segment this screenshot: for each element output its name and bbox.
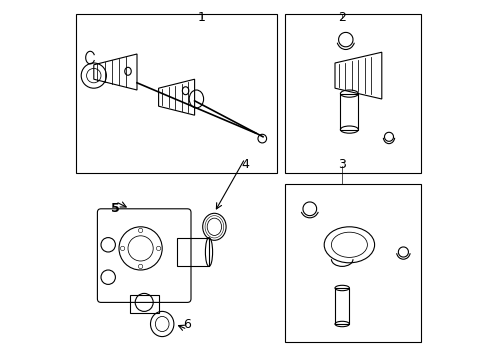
Text: 4: 4	[241, 158, 249, 171]
Bar	[285, 14, 421, 173]
Circle shape	[258, 134, 267, 143]
Text: 2: 2	[338, 11, 346, 24]
Bar	[335, 288, 349, 324]
Text: 1: 1	[198, 11, 206, 24]
Text: 3: 3	[338, 158, 346, 171]
Bar	[285, 184, 421, 342]
Bar	[341, 94, 358, 130]
Text: 5: 5	[111, 202, 120, 215]
Bar	[176, 238, 209, 266]
Text: 6: 6	[183, 318, 191, 331]
Bar	[130, 295, 159, 313]
Bar	[76, 14, 277, 173]
